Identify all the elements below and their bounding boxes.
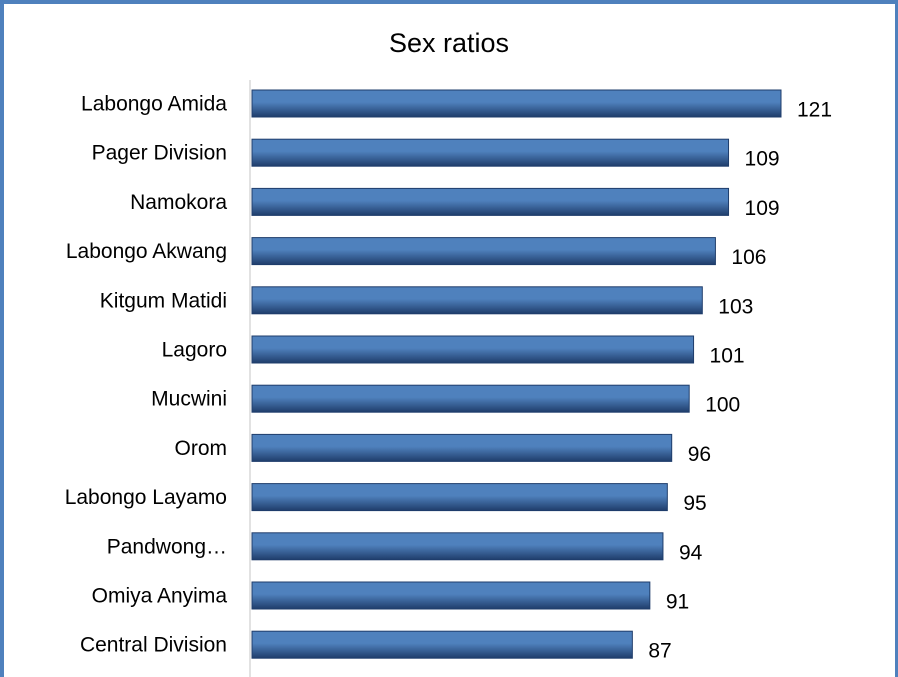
category-label: Lagoro: [162, 339, 227, 362]
chart-title: Sex ratios: [388, 28, 510, 58]
data-label: 109: [745, 197, 780, 220]
data-label: 95: [683, 492, 706, 515]
data-label: 96: [688, 443, 711, 466]
bar: [251, 433, 673, 462]
bar: [251, 138, 730, 167]
data-label: 87: [648, 640, 671, 663]
category-label: Labongo Layamo: [65, 486, 227, 509]
category-label: Pager Division: [92, 142, 227, 165]
category-label: Namokora: [130, 191, 227, 214]
data-label: 94: [679, 541, 703, 564]
data-label: 91: [666, 591, 689, 614]
bar: [251, 237, 716, 266]
data-label: 101: [710, 345, 745, 368]
data-label: 103: [718, 295, 753, 318]
data-label: 106: [731, 246, 766, 269]
bar: [251, 581, 651, 610]
bar: [251, 483, 668, 512]
category-label: Central Division: [80, 634, 227, 657]
data-label: 121: [797, 99, 832, 122]
bar: [251, 630, 633, 659]
bar: [251, 286, 703, 315]
bar: [251, 384, 690, 413]
category-label: Pandwong…: [107, 535, 227, 558]
data-label: 109: [745, 148, 780, 171]
category-label: Orom: [175, 437, 228, 460]
category-label: Labongo Akwang: [66, 240, 227, 263]
category-label: Kitgum Matidi: [100, 289, 227, 312]
category-label: Omiya Anyima: [92, 585, 228, 608]
bar: [251, 89, 782, 118]
data-label: 100: [705, 394, 740, 417]
category-label: Mucwini: [151, 388, 227, 411]
bars-layer: Labongo Amida 121 Pager Division 109 Namokor…: [65, 89, 832, 663]
category-label: Labongo Amida: [81, 93, 227, 116]
bar: [251, 335, 695, 364]
bar: [251, 532, 664, 561]
bar: [251, 187, 730, 216]
